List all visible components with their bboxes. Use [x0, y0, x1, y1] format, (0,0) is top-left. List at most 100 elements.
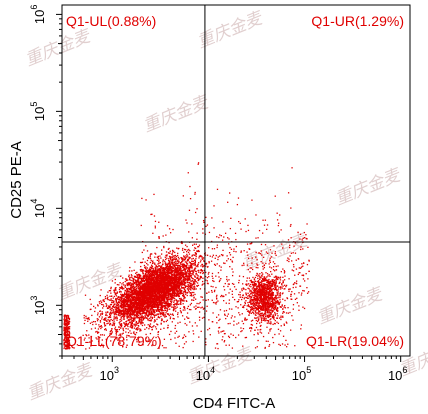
- data-point: [108, 316, 111, 318]
- data-point: [153, 276, 156, 278]
- data-point: [161, 306, 164, 308]
- data-point: [173, 264, 176, 266]
- data-point: [168, 296, 170, 299]
- data-point: [153, 316, 156, 318]
- data-point: [157, 301, 159, 303]
- data-point: [174, 251, 176, 254]
- data-point: [115, 286, 117, 289]
- data-point: [176, 267, 179, 270]
- data-point: [140, 275, 142, 277]
- data-point: [127, 304, 129, 306]
- data-point: [175, 287, 178, 289]
- data-point: [159, 280, 161, 282]
- data-point: [125, 327, 127, 330]
- data-point: [158, 287, 161, 289]
- data-point: [121, 298, 123, 301]
- data-point: [162, 297, 164, 300]
- data-point: [145, 317, 147, 319]
- data-point: [150, 316, 152, 318]
- data-point: [150, 269, 152, 272]
- data-point: [139, 304, 141, 307]
- data-point: [136, 298, 138, 300]
- data-point: [158, 309, 160, 311]
- data-point: [168, 285, 170, 287]
- data-point: [139, 287, 141, 289]
- data-point: [150, 296, 152, 298]
- data-point: [166, 283, 169, 285]
- data-point: [172, 250, 175, 252]
- data-point: [159, 283, 161, 285]
- data-point: [149, 312, 151, 314]
- data-point: [182, 286, 185, 289]
- data-point: [169, 264, 171, 266]
- data-point: [170, 281, 173, 283]
- data-point: [108, 335, 111, 337]
- data-point: [134, 261, 136, 263]
- data-point: [163, 297, 165, 300]
- data-point: [167, 308, 169, 310]
- data-point: [134, 282, 136, 284]
- data-point: [142, 293, 145, 296]
- data-point: [115, 310, 118, 312]
- data-point: [167, 288, 169, 291]
- data-point: [142, 290, 144, 292]
- data-point: [116, 319, 118, 321]
- data-point: [171, 262, 173, 264]
- data-point: [167, 289, 169, 291]
- data-point: [139, 306, 142, 308]
- data-point: [155, 282, 157, 284]
- data-point: [135, 281, 138, 283]
- data-point: [130, 295, 132, 297]
- data-point: [90, 328, 93, 330]
- data-point: [190, 294, 193, 296]
- data-point: [155, 301, 157, 303]
- data-point: [172, 281, 175, 284]
- data-point: [124, 278, 127, 280]
- data-point: [161, 280, 164, 282]
- data-point: [146, 280, 148, 282]
- data-point: [179, 271, 181, 274]
- data-point: [129, 298, 131, 300]
- data-point: [100, 301, 103, 303]
- data-point: [188, 265, 190, 267]
- data-point: [122, 301, 124, 303]
- data-point: [124, 280, 126, 283]
- data-point: [125, 299, 127, 302]
- data-point: [118, 307, 120, 309]
- data-point: [130, 316, 132, 318]
- data-point: [155, 290, 157, 292]
- data-point: [171, 289, 173, 292]
- data-point: [163, 305, 165, 307]
- data-point: [195, 258, 197, 260]
- data-point: [135, 285, 137, 288]
- data-point: [174, 254, 177, 257]
- data-point: [161, 299, 163, 301]
- data-point: [146, 283, 148, 285]
- data-point: [162, 296, 165, 299]
- data-point: [177, 300, 180, 302]
- data-point: [184, 289, 186, 291]
- data-point: [182, 260, 184, 262]
- watermark-6: 重庆金麦: [314, 284, 386, 329]
- data-point: [131, 290, 134, 293]
- data-point: [152, 293, 154, 295]
- data-point: [168, 292, 170, 294]
- data-point: [107, 307, 109, 309]
- data-point: [158, 290, 160, 293]
- data-point: [186, 253, 188, 256]
- data-point: [167, 248, 170, 250]
- data-point: [208, 261, 210, 263]
- data-point: [136, 312, 138, 315]
- data-point: [143, 290, 145, 292]
- data-point: [138, 322, 140, 324]
- data-point: [170, 282, 172, 284]
- data-point: [147, 314, 149, 316]
- data-point: [173, 293, 175, 295]
- data-point: [199, 278, 201, 280]
- data-point: [162, 272, 164, 274]
- data-point: [213, 263, 216, 266]
- data-point: [140, 309, 142, 311]
- data-point: [151, 265, 154, 267]
- data-point: [136, 317, 139, 319]
